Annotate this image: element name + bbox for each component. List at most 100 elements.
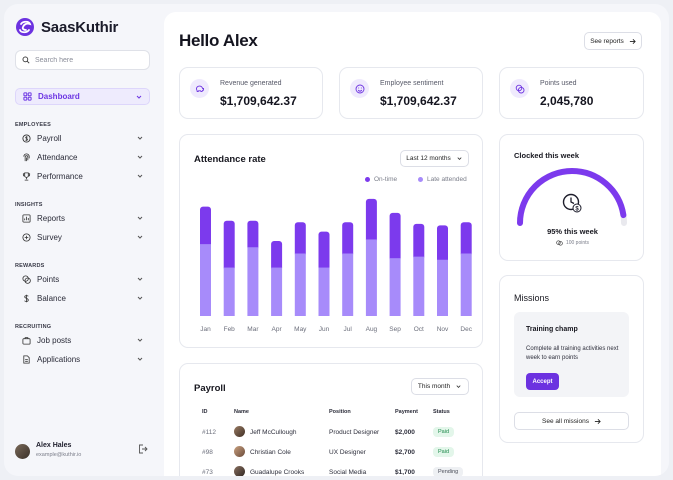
mission-title: Training champ (526, 326, 578, 333)
column-header: ID (202, 409, 208, 415)
logo[interactable]: SaasKuthir (15, 17, 118, 37)
clocked-title: Clocked this week (514, 151, 580, 160)
bar-late[interactable] (437, 259, 448, 316)
nav-performance[interactable]: Performance (15, 168, 150, 185)
x-tick-label: Aug (366, 326, 378, 333)
bar-on-time[interactable] (223, 220, 235, 271)
nav-dashboard[interactable]: Dashboard (15, 88, 150, 105)
row-id: #112 (202, 429, 216, 436)
accept-button[interactable]: Accept (526, 373, 559, 390)
clocked-points: 100 points (500, 240, 645, 246)
user-profile[interactable]: Alex Hales example@kuthir.io (15, 442, 81, 459)
clocked-gauge: $ (517, 168, 627, 226)
table-row[interactable]: #112 Jeff McCullough Product Designer $2… (180, 424, 470, 444)
bar-on-time[interactable] (389, 212, 401, 262)
nav-applications[interactable]: Applications (15, 351, 150, 368)
nav-points-label: Points (37, 275, 60, 284)
row-payment: $2,000 (395, 429, 415, 436)
legend-on-time: On-time (365, 176, 397, 183)
bar-on-time[interactable] (294, 222, 306, 257)
chevron-down-icon (137, 136, 143, 140)
svg-text:$: $ (575, 206, 579, 212)
bar-late[interactable] (342, 253, 354, 317)
stat-label: Employee sentiment (380, 80, 444, 87)
chevron-down-icon (137, 277, 143, 281)
clocked-points-label: 100 points (565, 240, 590, 246)
avatar (15, 444, 30, 459)
column-header: Status (433, 409, 450, 415)
bar-on-time[interactable] (200, 206, 211, 248)
mission-description: Complete all training activities next we… (526, 346, 619, 361)
bar-late[interactable] (413, 256, 425, 316)
bar-late[interactable] (318, 267, 330, 316)
nav-payroll[interactable]: Payroll (15, 130, 150, 147)
x-tick-label: Jan (200, 326, 211, 333)
search-input[interactable] (35, 56, 135, 64)
table-row[interactable]: #98 Christian Cole UX Designer $2,700 Pa… (180, 444, 470, 464)
nav-balance[interactable]: Balance (15, 290, 150, 307)
see-reports-button[interactable]: See reports (584, 32, 642, 50)
bar-late[interactable] (365, 239, 377, 316)
bar-late[interactable] (223, 267, 235, 316)
clocked-percent-label: 95% this week (547, 227, 598, 236)
bar-on-time[interactable] (318, 231, 330, 271)
search-icon (22, 56, 30, 64)
logout-icon[interactable] (138, 444, 148, 454)
row-position: Product Designer (329, 429, 380, 436)
row-name: Jeff McCullough (250, 429, 297, 436)
column-header: Name (234, 409, 249, 415)
bar-late[interactable] (460, 253, 472, 317)
bar-on-time[interactable] (247, 220, 259, 251)
stat-card-revenue: Revenue generated $1,709,642.37 (179, 67, 323, 119)
x-tick-label: Sep (389, 326, 401, 333)
nav-survey[interactable]: Survey (15, 229, 150, 246)
x-tick-label: Dec (460, 326, 472, 333)
bar-on-time[interactable] (460, 222, 472, 257)
bar-late[interactable] (271, 267, 283, 316)
legend-late-label: Late attended (427, 176, 467, 183)
chevron-down-icon (137, 235, 143, 239)
stat-card-points: Points used 2,045,780 (499, 67, 644, 119)
table-row[interactable]: #73 Guadalupe Crooks Social Media $1,700… (180, 464, 470, 476)
row-payment: $2,700 (395, 449, 415, 456)
nav-balance-label: Balance (37, 294, 66, 303)
nav-reports[interactable]: Reports (15, 210, 150, 227)
status-badge: Pending (433, 467, 464, 476)
bar-late[interactable] (389, 258, 401, 316)
nav-payroll-label: Payroll (37, 134, 62, 143)
chevron-down-icon (136, 95, 142, 99)
dollar-icon (22, 134, 31, 143)
stat-label: Points used (540, 80, 577, 87)
main-panel: Hello Alex See reports Revenue generated… (164, 12, 661, 476)
stat-card-sentiment: Employee sentiment $1,709,642.37 (339, 67, 483, 119)
bar-late[interactable] (294, 253, 306, 317)
legend-late: Late attended (418, 176, 467, 183)
status-badge: Paid (433, 447, 455, 457)
see-reports-label: See reports (590, 37, 624, 45)
see-all-missions-button[interactable]: See all missions (514, 412, 629, 430)
user-name: Alex Hales (36, 442, 72, 449)
x-tick-label: Oct (414, 326, 424, 333)
attendance-filter-dropdown[interactable]: Last 12 months (400, 150, 469, 167)
x-tick-label: Jul (344, 326, 353, 333)
nav-points[interactable]: Points (15, 271, 150, 288)
nav-job-posts[interactable]: Job posts (15, 332, 150, 349)
bar-on-time[interactable] (271, 241, 283, 271)
chevron-down-icon (137, 174, 143, 178)
row-payment: $1,700 (395, 469, 415, 476)
see-all-missions-label: See all missions (542, 417, 589, 425)
nav-attendance[interactable]: Attendance (15, 149, 150, 166)
bar-late[interactable] (247, 247, 259, 316)
report-icon (22, 214, 31, 223)
dollar-sign-icon (22, 294, 31, 303)
section-employees: EMPLOYEES (15, 122, 52, 128)
bar-on-time[interactable] (365, 198, 377, 243)
bar-on-time[interactable] (437, 225, 448, 263)
bar-on-time[interactable] (342, 222, 354, 257)
search-box[interactable] (15, 50, 150, 70)
payroll-filter-dropdown[interactable]: This month (411, 378, 469, 395)
avatar (234, 466, 245, 476)
nav-job-posts-label: Job posts (37, 336, 72, 345)
bar-late[interactable] (200, 244, 211, 316)
bar-on-time[interactable] (413, 223, 425, 260)
